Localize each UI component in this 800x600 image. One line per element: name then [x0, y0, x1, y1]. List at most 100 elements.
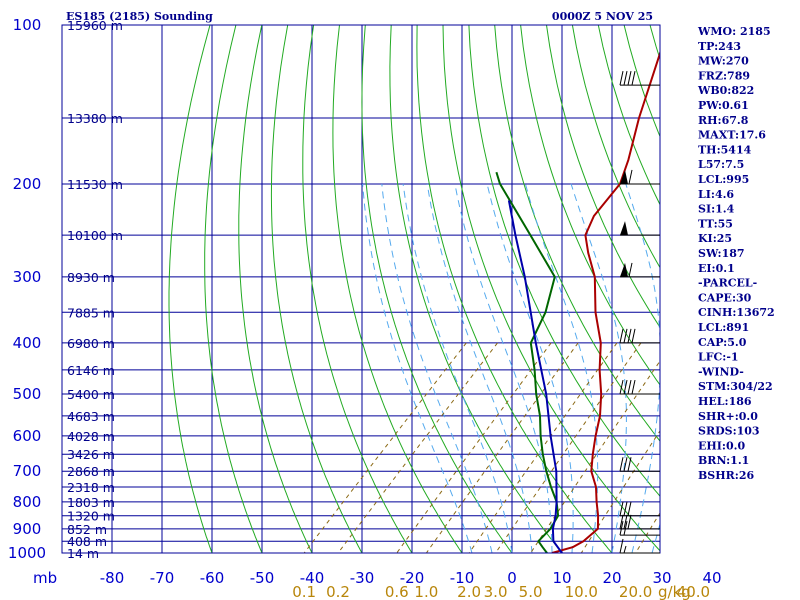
wind-barb	[619, 514, 660, 530]
index-line: TH:5414	[698, 143, 752, 156]
plot-frame	[61, 24, 661, 554]
temperature-tick-label: -30	[350, 569, 375, 587]
mixing-ratio-tick-label: 10.0	[565, 583, 598, 600]
dry-adiabat	[468, 25, 660, 497]
grid-layer	[62, 25, 800, 553]
temperature-tick-label: 40	[702, 569, 721, 587]
index-line: LCL:995	[698, 173, 749, 186]
height-label: 408 m	[67, 534, 107, 549]
index-line: EI:0.1	[698, 262, 735, 275]
mixing-ratio-line	[530, 360, 660, 553]
height-label: 4028 m	[67, 429, 115, 444]
pressure-tick-label: 1000	[8, 544, 46, 562]
wind-barb	[619, 328, 660, 344]
dry-adiabat	[168, 25, 213, 553]
wind-barb-column	[619, 71, 660, 554]
temperature-tick-label: 10	[552, 569, 571, 587]
height-label: 1320 m	[67, 509, 115, 524]
index-line: -WIND-	[698, 365, 744, 378]
height-label: 11530 m	[67, 177, 123, 192]
index-line: SHR+:0.0	[698, 410, 758, 423]
pressure-tick-label: 400	[13, 334, 42, 352]
height-label: 2868 m	[67, 464, 115, 479]
moist-adiabat	[486, 183, 574, 553]
pressure-tick-label: 800	[13, 493, 42, 511]
index-line: CAP:5.0	[698, 336, 747, 349]
pressure-tick-label: 300	[13, 268, 42, 286]
wind-barb	[620, 221, 660, 236]
pressure-tick-label: 600	[13, 427, 42, 445]
pressure-tick-label: 700	[13, 462, 42, 480]
pressure-tick-label: 200	[13, 175, 42, 193]
mixing-ratio-tick-label: 0.6	[385, 583, 409, 600]
height-label: 852 m	[67, 522, 107, 537]
index-line: WMO: 2185	[697, 25, 771, 38]
index-line: LI:4.6	[698, 188, 734, 201]
index-line: HEL:186	[698, 395, 752, 408]
temperature-tick-label: -80	[100, 569, 125, 587]
dewpoint-profile	[495, 171, 560, 553]
mixing-ratio-line	[468, 342, 618, 553]
height-label: 6146 m	[67, 363, 115, 378]
mixing-ratio-line	[303, 342, 467, 553]
index-line: MAXT:17.6	[698, 129, 766, 142]
pressure-tick-label: 900	[13, 520, 42, 538]
dry-adiabat	[204, 25, 263, 553]
mixing-ratio-tick-label: 5.0	[519, 583, 543, 600]
dry-adiabat	[302, 25, 413, 553]
index-line: L57:7.5	[698, 158, 744, 171]
mixing-ratio-line	[337, 342, 498, 553]
dry-adiabat	[416, 25, 613, 553]
mixing-ratio-tick-label: 40.0	[677, 583, 710, 600]
mixing-ratio-line	[495, 342, 642, 553]
dry-adiabat	[754, 25, 800, 553]
series-layer	[495, 50, 660, 553]
wind-barb	[619, 379, 660, 395]
pressure-tick-label: 100	[13, 16, 42, 34]
moist-adiabat	[625, 183, 660, 553]
index-line: LFC:-1	[698, 351, 739, 364]
moist-adiabat	[362, 183, 473, 553]
wind-barb	[619, 71, 660, 86]
temperature-tick-label: -10	[450, 569, 475, 587]
index-line: EHI:0.0	[698, 439, 745, 452]
parcel-profile	[507, 200, 563, 553]
wind-barb	[620, 169, 660, 185]
moist-adiabat	[454, 183, 553, 553]
index-line: BSHR:26	[698, 469, 754, 482]
height-label: 4683 m	[67, 409, 115, 424]
mixing-ratio-tick-label: 1.0	[414, 583, 438, 600]
temperature-tick-label: 30	[652, 569, 671, 587]
moist-adiabat	[524, 183, 599, 553]
height-label: 1803 m	[67, 495, 115, 510]
temperature-tick-label: -40	[300, 569, 325, 587]
index-line: LCL:891	[698, 321, 749, 334]
wind-barb	[619, 457, 660, 472]
temperature-tick-label: 0	[507, 569, 517, 587]
moist-adiabat	[570, 183, 627, 553]
index-line: WB0:822	[697, 84, 754, 97]
height-label: 7885 m	[67, 305, 115, 320]
index-line: BRN:1.1	[698, 454, 749, 467]
mixing-ratio-tick-label: 20.0	[619, 583, 652, 600]
height-label: 15960 m	[67, 18, 123, 33]
moist-adiabat	[426, 183, 533, 553]
index-line: SW:187	[698, 247, 745, 260]
wind-barb	[619, 501, 660, 517]
mixing-ratio-line	[396, 342, 552, 553]
wind-barb	[619, 521, 660, 536]
mixing-ratio-tick-label: 0.2	[326, 583, 350, 600]
moist-adiabat	[651, 522, 660, 553]
index-line: KI:25	[698, 232, 732, 245]
height-label: 2318 m	[67, 480, 115, 495]
index-line: TT:55	[698, 217, 733, 230]
index-line: CAPE:30	[698, 291, 752, 304]
moist-adiabat	[402, 183, 513, 553]
height-label: 10100 m	[67, 228, 123, 243]
index-line: TP:243	[698, 40, 741, 53]
height-label: 8930 m	[67, 270, 115, 285]
mixing-ratio-unit: g/kg	[658, 583, 691, 600]
